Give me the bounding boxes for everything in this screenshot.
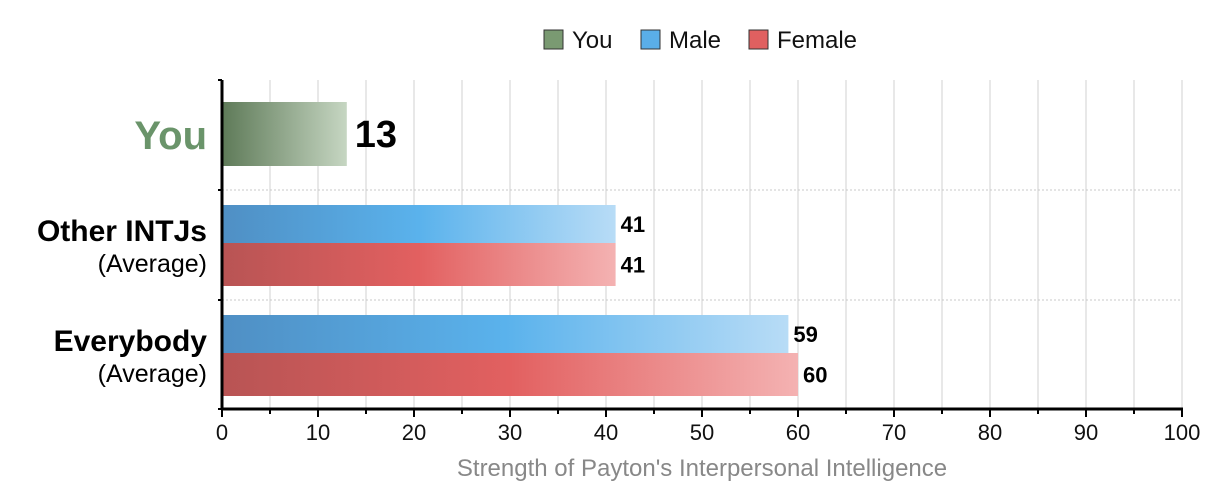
- category-label: You: [134, 114, 207, 158]
- bar-you-0: [222, 102, 347, 166]
- legend-swatch-female: [748, 29, 769, 50]
- x-tick-label: 60: [786, 420, 810, 445]
- x-tick-label: 10: [306, 420, 330, 445]
- category-sublabel: (Average): [98, 250, 207, 278]
- bar-female-1: [222, 243, 616, 286]
- bars: 13 41 59 41 60: [222, 102, 827, 396]
- x-tick-label: 20: [402, 420, 426, 445]
- grid: [222, 80, 1183, 409]
- legend-label-female: Female: [777, 27, 857, 54]
- data-label-female-2: 60: [803, 363, 827, 388]
- category-label: Everybody: [54, 325, 208, 358]
- legend-swatch-male: [640, 29, 661, 50]
- data-label-male-1: 41: [621, 212, 645, 237]
- legend-label-you: You: [572, 27, 613, 54]
- data-label-you-0: 13: [355, 114, 397, 156]
- x-tick-label: 80: [978, 420, 1002, 445]
- category-sublabel: (Average): [98, 360, 207, 388]
- axes: 0 10 20 30 40 50 60 70 80 90 100: [216, 79, 1201, 445]
- legend: You Male Female: [543, 27, 857, 54]
- x-tick-label: 30: [498, 420, 522, 445]
- x-tick-label: 90: [1074, 420, 1098, 445]
- x-axis-label: Strength of Payton's Interpersonal Intel…: [457, 455, 947, 482]
- legend-swatch-you: [543, 29, 564, 50]
- x-tick-label: 100: [1164, 420, 1201, 445]
- category-label: Other INTJs: [37, 215, 207, 248]
- x-tick-label: 40: [594, 420, 618, 445]
- bar-male-1: [222, 205, 616, 243]
- data-label-female-1: 41: [621, 253, 645, 278]
- x-tick-label: 70: [882, 420, 906, 445]
- legend-label-male: Male: [669, 27, 721, 54]
- x-tick-label: 0: [216, 420, 228, 445]
- bar-male-2: [222, 315, 789, 353]
- bar-female-2: [222, 353, 798, 396]
- x-tick-label: 50: [690, 420, 714, 445]
- data-label-male-2: 59: [793, 322, 817, 347]
